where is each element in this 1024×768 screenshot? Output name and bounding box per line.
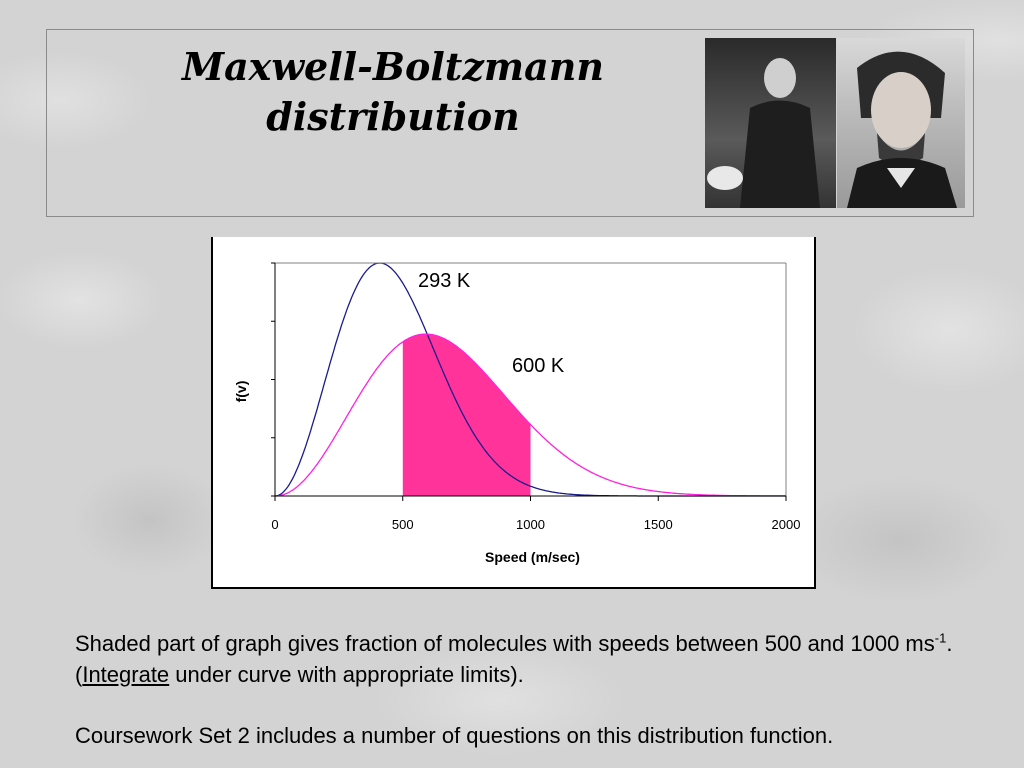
x-tick-label: 2000 [772,517,801,532]
chart-svg: 0 500 1000 1500 2000 Speed (m/sec) f(v) 293 K 60… [233,262,801,565]
caption-text-2: . ( [75,631,953,687]
title-line-2: distribution [266,94,520,139]
x-tick-label: 0 [271,517,278,532]
slide-title: Maxwell-Boltzmann distribution [147,42,639,142]
caption-text-1: Shaded part of graph gives fraction of m… [75,631,935,656]
x-tick-label: 1000 [516,517,545,532]
x-tick-label: 1500 [644,517,673,532]
series-label-600k: 600 K [512,355,565,377]
caption-paragraph: Shaded part of graph gives fraction of m… [75,628,995,690]
x-axis-label: Speed (m/sec) [485,549,580,565]
portrait-maxwell [705,38,836,208]
portrait-boltzmann [837,38,965,208]
shaded-area [402,334,531,496]
caption-superscript: -1 [934,630,947,646]
series-label-293k: 293 K [418,270,471,292]
series-line-600k [275,333,786,497]
x-tick-label: 500 [392,517,414,532]
y-axis-label: f(v) [233,381,249,403]
title-box: Maxwell-Boltzmann distribution [46,29,974,217]
title-line-1: Maxwell-Boltzmann [182,44,604,89]
integrate-link[interactable]: Integrate [82,662,170,687]
caption-text-3: under curve with appropriate limits). [169,662,524,687]
chart-panel: 0 500 1000 1500 2000 Speed (m/sec) f(v) 293 K 60… [211,237,816,589]
coursework-note: Coursework Set 2 includes a number of qu… [75,723,834,748]
